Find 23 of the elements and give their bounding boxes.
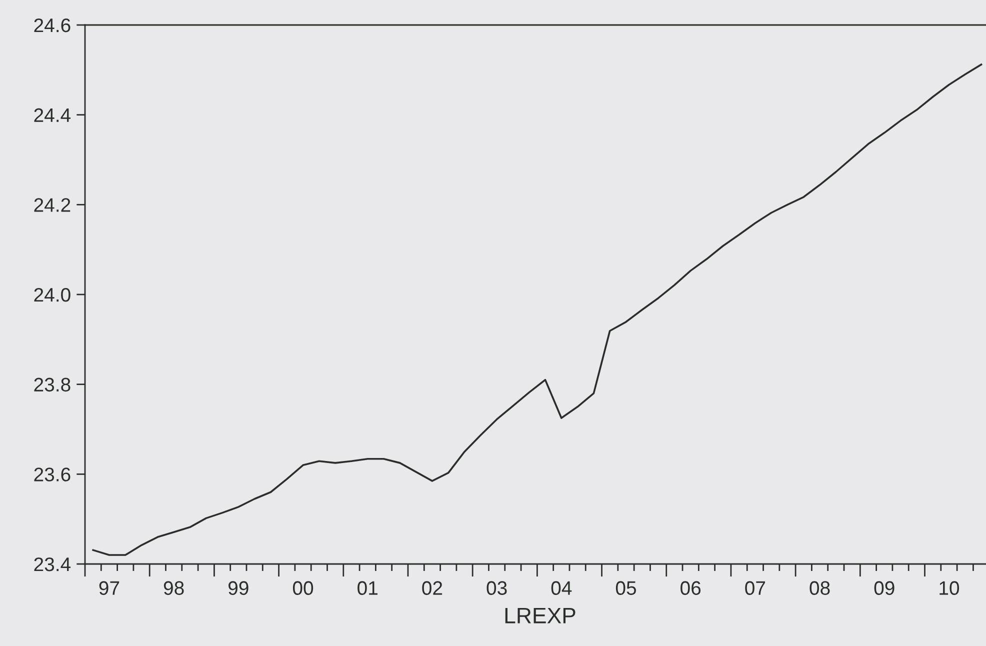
x-tick-label: 97 <box>99 581 120 595</box>
x-tick-label: 98 <box>164 581 184 595</box>
y-tick-label: 23.8 <box>34 378 70 392</box>
x-tick-label: 04 <box>551 581 572 595</box>
x-tick-label: 10 <box>940 581 960 595</box>
x-tick-label: 01 <box>358 581 378 595</box>
y-tick-label: 24.0 <box>34 288 70 302</box>
x-tick-label: 05 <box>616 581 636 595</box>
x-tick-label: 09 <box>874 581 894 595</box>
y-tick-label: 24.4 <box>34 108 71 122</box>
y-tick-label: 24.6 <box>34 18 70 32</box>
x-axis-title: LREXP <box>505 608 576 624</box>
x-tick-label: 00 <box>292 581 314 595</box>
y-tick-label: 23.4 <box>34 557 71 572</box>
line-series <box>92 64 982 556</box>
y-tick-label: 23.6 <box>34 468 70 482</box>
x-tick-label: 06 <box>680 581 701 595</box>
y-tick-label: 24.2 <box>34 198 70 212</box>
x-tick-label: 08 <box>810 581 830 595</box>
x-tick-label: 07 <box>745 581 766 595</box>
x-tick-label: 03 <box>486 581 507 595</box>
x-tick-label: 02 <box>422 581 442 595</box>
x-tick-label: 99 <box>228 581 248 595</box>
